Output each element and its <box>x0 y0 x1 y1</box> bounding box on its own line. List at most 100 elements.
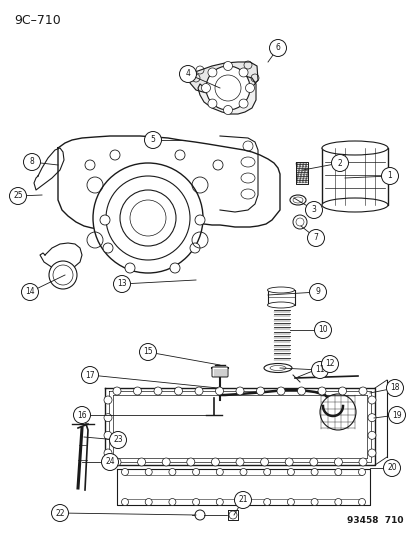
Circle shape <box>245 84 254 93</box>
Circle shape <box>195 510 204 520</box>
Circle shape <box>137 458 145 466</box>
Circle shape <box>256 387 264 395</box>
Circle shape <box>192 469 199 475</box>
Circle shape <box>215 387 223 395</box>
FancyBboxPatch shape <box>211 367 228 377</box>
Circle shape <box>292 215 306 229</box>
Circle shape <box>104 431 112 439</box>
Circle shape <box>382 459 399 477</box>
Circle shape <box>276 387 284 395</box>
Text: 12: 12 <box>325 359 334 368</box>
Circle shape <box>285 458 292 466</box>
Circle shape <box>100 215 110 225</box>
Circle shape <box>334 498 341 505</box>
Text: 6: 6 <box>275 44 280 52</box>
Text: 19: 19 <box>391 410 401 419</box>
Ellipse shape <box>321 198 387 212</box>
Circle shape <box>145 498 152 505</box>
Circle shape <box>297 387 305 395</box>
Circle shape <box>110 150 120 160</box>
Circle shape <box>287 469 294 475</box>
Circle shape <box>170 263 180 273</box>
Circle shape <box>235 458 243 466</box>
Circle shape <box>319 394 355 430</box>
Polygon shape <box>228 510 237 520</box>
Circle shape <box>238 68 247 77</box>
Text: 93458  710: 93458 710 <box>347 516 403 525</box>
Circle shape <box>307 230 324 246</box>
Polygon shape <box>117 469 369 505</box>
Text: 21: 21 <box>237 496 247 505</box>
Circle shape <box>263 498 270 505</box>
Text: 22: 22 <box>55 508 64 518</box>
Text: 13: 13 <box>117 279 126 288</box>
Circle shape <box>186 458 195 466</box>
Circle shape <box>238 99 247 108</box>
Circle shape <box>133 387 141 395</box>
Circle shape <box>334 469 341 475</box>
Ellipse shape <box>240 189 254 199</box>
Circle shape <box>174 387 182 395</box>
Circle shape <box>207 99 216 108</box>
Circle shape <box>234 491 251 508</box>
Circle shape <box>358 498 365 505</box>
Text: 20: 20 <box>386 464 396 472</box>
Circle shape <box>9 188 26 205</box>
Text: 5: 5 <box>150 135 155 144</box>
Circle shape <box>358 458 366 466</box>
Text: 14: 14 <box>25 287 35 296</box>
Circle shape <box>169 469 176 475</box>
Text: 23: 23 <box>113 435 123 445</box>
Circle shape <box>195 387 202 395</box>
Ellipse shape <box>240 157 254 167</box>
Circle shape <box>121 469 128 475</box>
Circle shape <box>24 154 40 171</box>
Circle shape <box>104 449 112 457</box>
Circle shape <box>216 498 223 505</box>
Polygon shape <box>321 148 387 205</box>
Circle shape <box>240 498 247 505</box>
Circle shape <box>311 361 328 378</box>
Circle shape <box>314 321 331 338</box>
Circle shape <box>207 68 216 77</box>
Circle shape <box>367 414 375 422</box>
Ellipse shape <box>321 141 387 155</box>
Circle shape <box>309 284 326 301</box>
Circle shape <box>195 215 204 225</box>
Circle shape <box>113 387 121 395</box>
Polygon shape <box>34 148 64 190</box>
Circle shape <box>113 458 121 466</box>
Circle shape <box>121 498 128 505</box>
Circle shape <box>358 387 366 395</box>
Circle shape <box>287 498 294 505</box>
Circle shape <box>263 469 270 475</box>
Circle shape <box>334 458 342 466</box>
Circle shape <box>206 66 249 110</box>
Polygon shape <box>267 290 294 305</box>
Text: 1: 1 <box>387 172 392 181</box>
Text: 9: 9 <box>315 287 320 296</box>
Circle shape <box>74 407 90 424</box>
Polygon shape <box>40 243 82 270</box>
Text: 17: 17 <box>85 370 95 379</box>
Circle shape <box>367 396 375 404</box>
Text: 8: 8 <box>30 157 34 166</box>
Ellipse shape <box>240 173 254 183</box>
Circle shape <box>154 387 161 395</box>
Circle shape <box>109 432 126 448</box>
Circle shape <box>321 356 338 373</box>
Circle shape <box>104 396 112 404</box>
Circle shape <box>49 261 77 289</box>
Text: 11: 11 <box>314 366 324 375</box>
Circle shape <box>367 449 375 457</box>
Text: 24: 24 <box>105 457 114 466</box>
Circle shape <box>162 458 170 466</box>
Text: 15: 15 <box>143 348 152 357</box>
Circle shape <box>211 458 219 466</box>
Circle shape <box>331 155 348 172</box>
Circle shape <box>104 414 112 422</box>
Polygon shape <box>197 76 255 114</box>
Circle shape <box>367 431 375 439</box>
Circle shape <box>310 469 317 475</box>
Circle shape <box>101 454 118 471</box>
